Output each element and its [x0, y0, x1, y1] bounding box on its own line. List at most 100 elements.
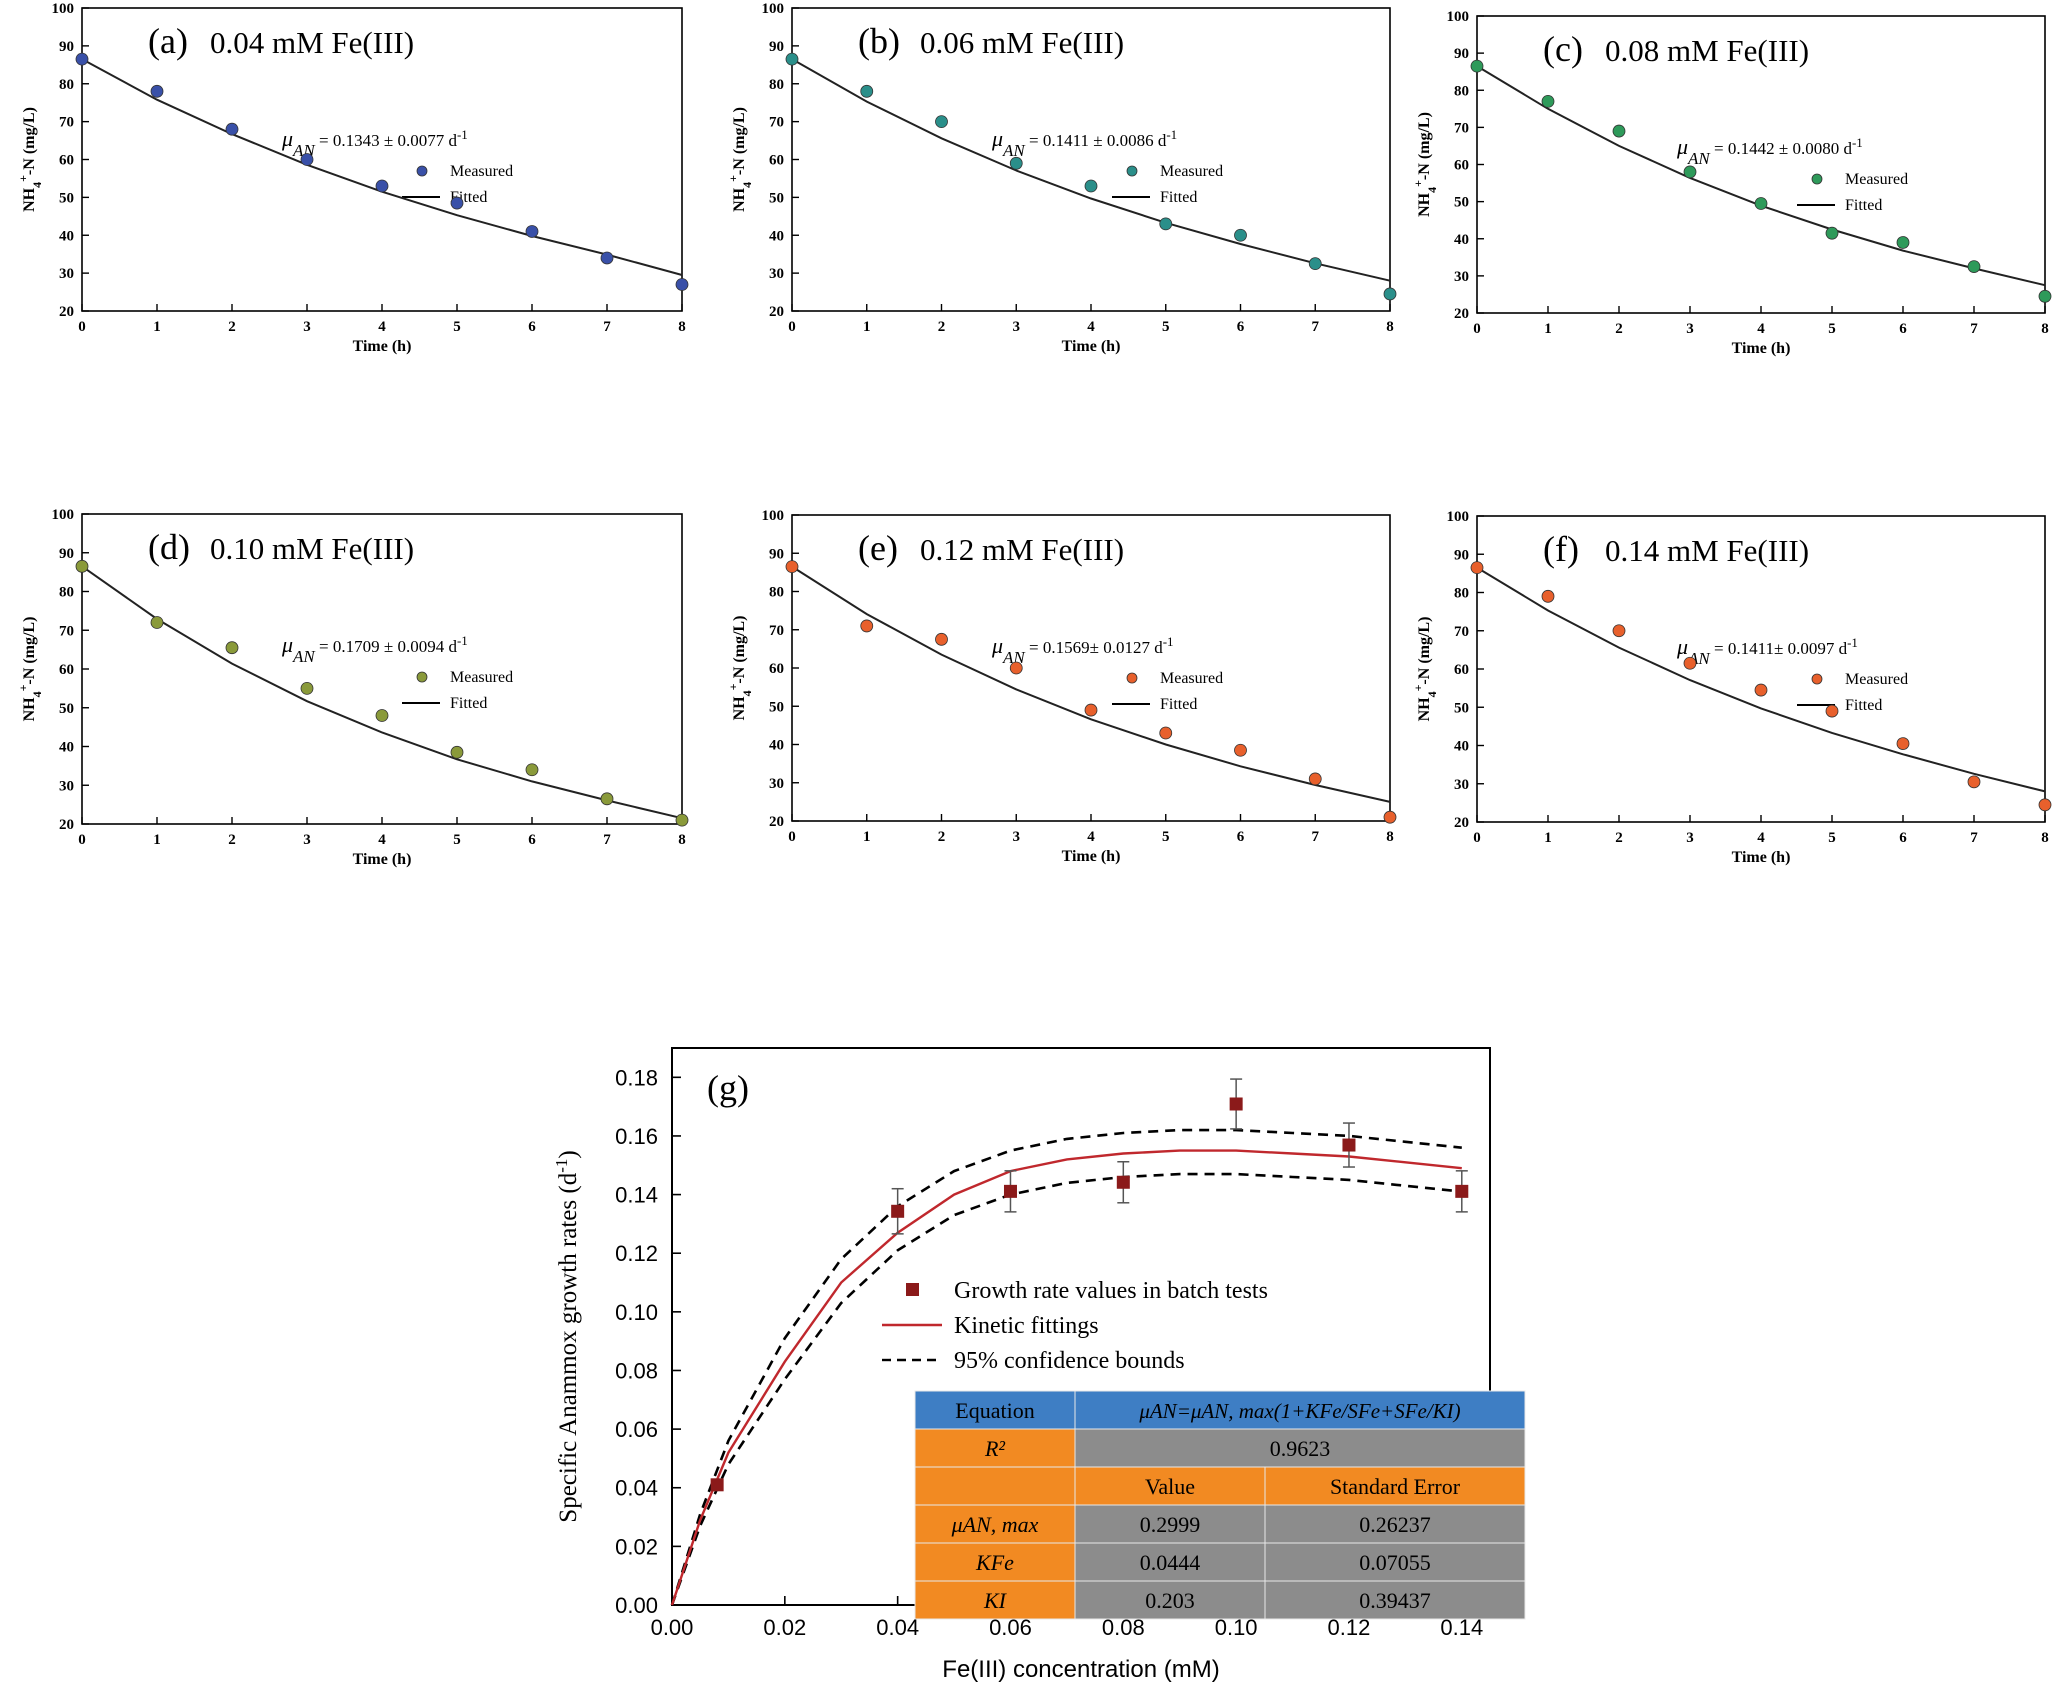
- measured-point-b: [860, 84, 874, 98]
- y-tick-label-a: 70: [59, 115, 74, 131]
- table-col-value: Value: [1145, 1474, 1195, 1499]
- legend-measured-label-e: Measured: [1160, 670, 1223, 687]
- kinetic-fitting-curve: [670, 1149, 1462, 1606]
- growth-rate-point: [891, 1204, 905, 1218]
- x-tick-label-b: 5: [1162, 319, 1170, 335]
- y-tick-label-g: 0.06: [615, 1417, 658, 1442]
- x-tick-label-a: 1: [153, 319, 161, 335]
- measured-point-e: [935, 632, 948, 646]
- measured-point-f: [1612, 624, 1626, 638]
- y-tick-label-b: 60: [769, 153, 784, 169]
- measured-point-b: [935, 115, 948, 129]
- measured-point-d: [300, 681, 314, 695]
- condition-label-f: 0.14 mM Fe(III): [1605, 533, 1809, 568]
- measured-point-e: [1234, 743, 1247, 757]
- chart-a-svg: 0 1 2 3 4 5 6 7 8 20 30 40 50 60 70 80 90 100 Time (h) NH4+…: [16, 1, 689, 355]
- x-tick-label-a: 3: [303, 319, 311, 335]
- x-tick-label-e: 3: [1013, 829, 1021, 845]
- y-tick-label-c: 80: [1454, 83, 1469, 99]
- legend-marker-d: [416, 671, 428, 683]
- x-tick-label-d: 4: [378, 832, 386, 848]
- legend-fitted-label-b: Fitted: [1160, 189, 1197, 206]
- y-tick-label-f: 20: [1454, 815, 1469, 831]
- y-tick-label-d: 90: [59, 546, 74, 562]
- measured-point-c: [1612, 124, 1626, 138]
- y-tick-label-f: 50: [1454, 700, 1469, 716]
- y-tick-label-f: 70: [1454, 624, 1469, 640]
- mu-annotation-d: μAN = 0.1709 ± 0.0094 d-1: [281, 632, 468, 666]
- table-col-error: Standard Error: [1330, 1474, 1461, 1499]
- y-tick-label-a: 30: [59, 266, 74, 282]
- y-tick-label-a: 90: [59, 39, 74, 55]
- fitted-curve-c: [1476, 65, 2046, 287]
- y-tick-label-d: 100: [52, 507, 75, 523]
- measured-point-e: [1084, 703, 1098, 717]
- x-tick-label-c: 6: [1899, 321, 1907, 337]
- y-tick-label-e: 70: [769, 623, 784, 639]
- panel-g: 0.00 0.02 0.04 0.06 0.08 0.10 0.12 0.14 0.00 0.02…: [540, 1030, 1540, 1685]
- y-tick-label-c: 40: [1454, 232, 1469, 248]
- x-tick-label-b: 6: [1237, 319, 1245, 335]
- measured-point-a: [450, 196, 464, 210]
- measured-point-b: [1234, 228, 1247, 242]
- y-tick-label-e: 100: [762, 508, 785, 524]
- mu-annotation-a: μAN = 0.1343 ± 0.0077 d-1: [281, 126, 468, 160]
- measured-point-c: [1470, 59, 1484, 73]
- y-tick-label-a: 80: [59, 77, 74, 93]
- y-tick-label-f: 30: [1454, 777, 1469, 793]
- measured-point-a: [375, 179, 389, 193]
- panel-label-e: (e): [858, 528, 898, 568]
- legend-marker-g: [906, 1283, 919, 1296]
- measured-point-d: [525, 763, 539, 777]
- table-r2-label-cell: [914, 1428, 1076, 1468]
- x-tick-label-f: 2: [1615, 830, 1623, 846]
- panel-a: 0 1 2 3 4 5 6 7 8 20 30 40 50 60 70 80 90 100 Time (h) NH4+…: [0, 0, 705, 395]
- x-tick-label-f: 8: [2041, 830, 2049, 846]
- y-tick-label-c: 60: [1454, 158, 1469, 174]
- panel-label-f: (f): [1543, 529, 1579, 569]
- x-axis-label-c: Time (h): [1732, 340, 1791, 357]
- measured-point-d: [375, 709, 389, 722]
- x-tick-label-e: 0: [788, 829, 796, 845]
- x-tick-label-b: 4: [1087, 319, 1095, 335]
- x-axis-label-b: Time (h): [1062, 338, 1121, 355]
- x-tick-label-c: 3: [1686, 321, 1694, 337]
- x-tick-label-e: 5: [1162, 829, 1170, 845]
- chart-e-svg: 0 1 2 3 4 5 6 7 8 20 30 40 50 60 70 80 90 100 Time (h) NH4+…: [726, 508, 1397, 865]
- mu-annotation-c: μAN = 0.1442 ± 0.0080 d-1: [1676, 134, 1863, 168]
- y-tick-label-e: 90: [769, 546, 784, 562]
- x-tick-label-b: 1: [863, 319, 871, 335]
- x-tick-label-b: 0: [788, 319, 796, 335]
- y-tick-label-a: 50: [59, 190, 74, 206]
- panel-e: 0 1 2 3 4 5 6 7 8 20 30 40 50 60 70 80 90 100 Time (h) NH4+…: [705, 500, 1405, 905]
- measured-point-b: [1383, 287, 1397, 301]
- panel-c: 0 1 2 3 4 5 6 7 8 20 30 40 50 60 70 80 90 100 Time (h) NH4+…: [1405, 0, 2057, 395]
- measured-point-a: [600, 251, 614, 265]
- measured-point-c: [1967, 260, 1981, 273]
- panel-label-g: (g): [707, 1068, 749, 1108]
- measured-point-e: [1308, 772, 1322, 786]
- growth-rate-point: [1003, 1184, 1017, 1198]
- y-tick-label-b: 100: [762, 1, 785, 17]
- legend-label-g: 95% confidence bounds: [954, 1348, 1185, 1374]
- measured-point-f: [1541, 589, 1555, 603]
- y-tick-label-d: 70: [59, 623, 74, 639]
- measured-point-f: [1967, 775, 1981, 789]
- y-tick-label-e: 80: [769, 585, 784, 601]
- condition-label-c: 0.08 mM Fe(III): [1605, 33, 1809, 68]
- measured-point-e: [1159, 726, 1173, 740]
- y-axis-label-d: NH4+-N (mg/L): [16, 617, 44, 722]
- x-tick-label-c: 8: [2041, 321, 2049, 337]
- x-tick-label-c: 2: [1615, 321, 1623, 337]
- y-tick-label-e: 40: [769, 738, 784, 754]
- y-tick-label-e: 60: [769, 661, 784, 677]
- x-tick-label-g: 0.02: [763, 1615, 806, 1640]
- legend-measured-label-c: Measured: [1845, 171, 1908, 188]
- growth-rate-point: [1455, 1184, 1469, 1198]
- legend-fitted-label-d: Fitted: [450, 695, 487, 712]
- y-tick-label-b: 80: [769, 77, 784, 93]
- x-tick-label-a: 0: [78, 319, 86, 335]
- x-tick-label-d: 3: [303, 832, 311, 848]
- x-tick-label-c: 4: [1757, 321, 1765, 337]
- x-tick-label-f: 5: [1828, 830, 1836, 846]
